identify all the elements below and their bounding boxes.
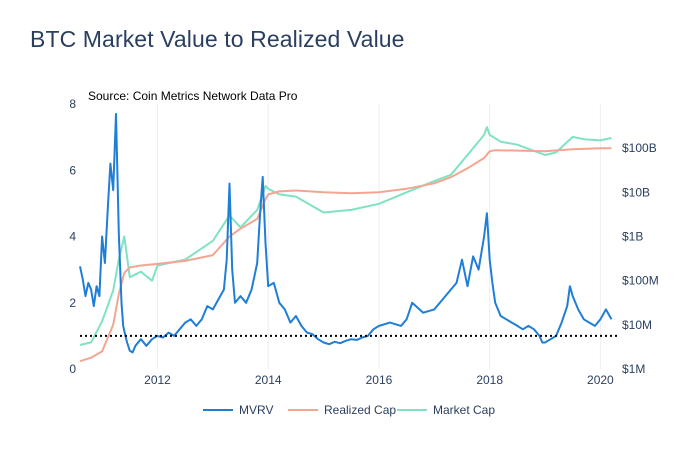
source-annotation: Source: Coin Metrics Network Data Pro — [88, 89, 298, 103]
legend-label: MVRV — [239, 403, 273, 417]
legend-label: Realized Cap — [324, 403, 396, 417]
y-left-tick-label: 4 — [69, 230, 76, 244]
chart-title: BTC Market Value to Realized Value — [30, 26, 405, 52]
y-right-tick-label: $100M — [622, 274, 659, 288]
x-tick-label: 2020 — [587, 373, 614, 387]
x-tick-label: 2016 — [366, 373, 393, 387]
y-right-tick-label: $10B — [622, 185, 650, 199]
y-right-tick-label: $100B — [622, 141, 657, 155]
y-left-tick-label: 8 — [69, 97, 76, 111]
y-left-tick-label: 2 — [69, 296, 76, 310]
series-line-realized_cap — [79, 147, 612, 363]
legend-item-mvrv: MVRV — [203, 403, 273, 417]
y-right-tick-label: $1M — [622, 362, 645, 376]
legend-label: Market Cap — [433, 403, 495, 417]
series-line-market_cap — [79, 126, 612, 346]
x-tick-label: 2014 — [255, 373, 282, 387]
legend-item-market_cap: Market Cap — [397, 403, 495, 417]
y-right-tick-label: $10M — [622, 318, 652, 332]
y-right-tick-label: $1B — [622, 230, 643, 244]
x-tick-label: 2012 — [144, 373, 171, 387]
x-tick-label: 2018 — [476, 373, 503, 387]
legend-item-realized_cap: Realized Cap — [288, 403, 396, 417]
series-line-mvrv — [79, 112, 613, 354]
y-left-tick-label: 6 — [69, 163, 76, 177]
y-left-tick-label: 0 — [69, 362, 76, 376]
